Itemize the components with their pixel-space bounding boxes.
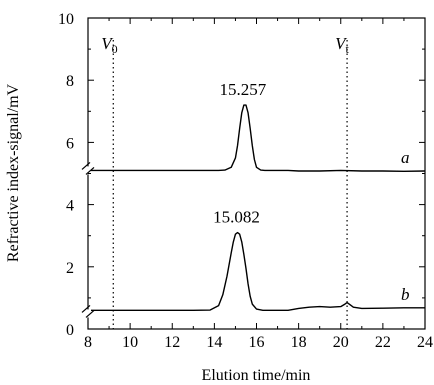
reference-line-label: V0 <box>101 34 117 56</box>
plot-frame <box>87 17 426 330</box>
series-layer <box>88 104 426 312</box>
y-tick-label: 6 <box>66 135 74 152</box>
y-tick-label: 0 <box>66 322 74 339</box>
axis-break-mark <box>81 304 91 313</box>
x-tick-label: 22 <box>375 334 391 351</box>
x-tick-label: 24 <box>417 334 433 351</box>
reference-lines <box>112 40 348 329</box>
x-axis-title: Elution time/min <box>202 367 311 384</box>
x-tick-label: 18 <box>291 334 307 351</box>
series-line-a <box>88 104 426 173</box>
axis-break-gap <box>85 166 91 175</box>
y-axis-title: Refractive index-signal/mV <box>5 83 22 262</box>
series-line-b <box>88 231 425 312</box>
x-tick-label: 20 <box>333 334 349 351</box>
y-tick-label: 2 <box>66 260 74 277</box>
reference-line-label: Vt <box>335 34 349 56</box>
ticks <box>87 17 426 330</box>
x-tick-label: 16 <box>249 334 265 351</box>
x-tick-label: 14 <box>206 334 222 351</box>
axis-break-mark <box>85 166 95 175</box>
x-tick-label: 12 <box>164 334 180 351</box>
peak-label: 15.082 <box>213 208 260 227</box>
y-tick-label: 10 <box>58 11 74 28</box>
annotations: V0 Vt 15.257 a 15.082 b <box>101 34 409 304</box>
x-tick-label: 10 <box>122 334 138 351</box>
axis-break-mark <box>85 309 95 318</box>
series-label: b <box>401 285 410 304</box>
axis-breaks <box>81 161 95 318</box>
axis-break-gap <box>85 309 91 318</box>
axis-break-mark <box>81 161 91 170</box>
peak-label: 15.257 <box>219 80 266 99</box>
y-tick-label: 8 <box>66 73 74 90</box>
series-label: a <box>401 148 410 167</box>
x-tick-label: 8 <box>84 334 92 351</box>
y-tick-label: 4 <box>66 198 74 215</box>
